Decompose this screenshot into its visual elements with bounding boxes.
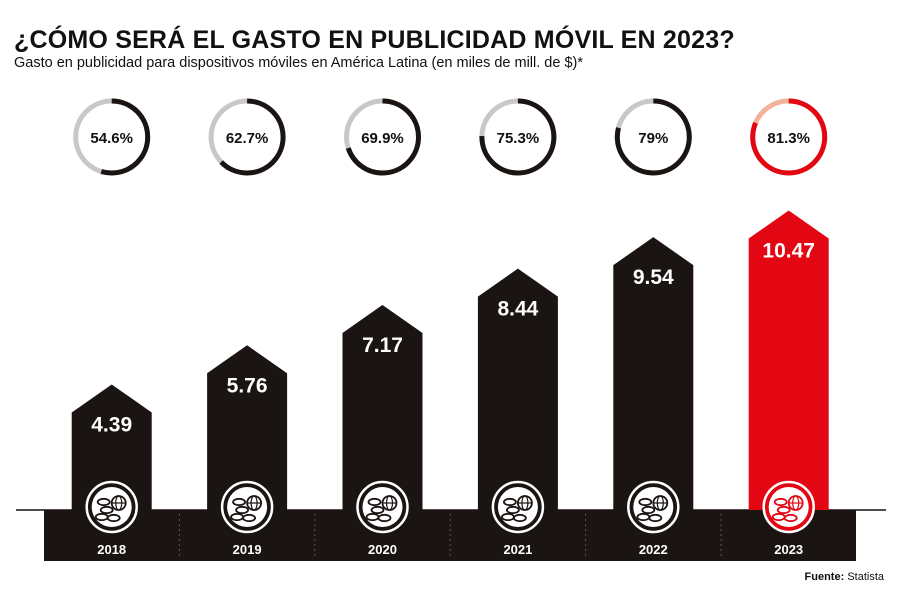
coin-shape	[232, 497, 247, 507]
coin-shape	[513, 513, 527, 523]
share-ring-progress	[479, 98, 557, 176]
coin-shape	[773, 497, 788, 507]
year-label: 2023	[774, 542, 803, 557]
value-label: 7.17	[362, 334, 403, 357]
year-label: 2018	[97, 542, 126, 557]
bar-2022	[613, 237, 694, 510]
year-label: 2022	[639, 542, 668, 557]
source-value: Statista	[847, 571, 884, 583]
share-label: 69.9%	[361, 130, 404, 147]
value-label: 10.47	[762, 240, 815, 263]
share-label: 79%	[638, 130, 668, 147]
bar-2018	[71, 384, 152, 510]
share-ring-progress	[750, 98, 828, 176]
share-label: 81.3%	[767, 130, 810, 147]
year-label: 2020	[368, 542, 397, 557]
coin-shape	[94, 512, 109, 522]
coin-shape	[638, 497, 653, 507]
value-label: 5.76	[227, 374, 268, 397]
coin-shape	[776, 505, 791, 515]
share-ring-progress	[344, 98, 421, 176]
coin-shape	[367, 497, 382, 507]
coin-shape	[771, 512, 786, 522]
share-label: 75.3%	[497, 130, 540, 147]
coin-shape	[235, 505, 250, 515]
coin-shape	[370, 505, 385, 515]
year-label: 2019	[233, 542, 262, 557]
share-label: 54.6%	[90, 130, 133, 147]
coin-shape	[365, 512, 380, 522]
share-label: 62.7%	[226, 130, 269, 147]
coin-shape	[500, 512, 515, 522]
year-label: 2021	[503, 542, 532, 557]
coin-shape	[648, 513, 663, 523]
value-label: 9.54	[633, 266, 674, 289]
coin-shape	[783, 513, 798, 523]
source-note: Fuente: Statista	[805, 571, 884, 583]
coin-shape	[230, 512, 245, 522]
bar-2021	[477, 268, 558, 510]
share-ring-progress	[208, 98, 286, 176]
bar-2023	[748, 210, 829, 511]
coin-shape	[99, 505, 114, 515]
bar-2020	[342, 304, 423, 510]
coin-shape	[242, 513, 257, 523]
chart-title: ¿CÓMO SERÁ EL GASTO EN PUBLICIDAD MÓVIL …	[14, 26, 735, 54]
share-ring-progress	[614, 98, 692, 176]
coin-shape	[641, 505, 656, 515]
bar-2019	[207, 345, 288, 510]
coin-shape	[106, 513, 121, 523]
coin-shape	[96, 497, 111, 507]
chart-subtitle: Gasto en publicidad para dispositivos mó…	[14, 55, 584, 71]
coin-shape	[506, 505, 520, 515]
source-label: Fuente:	[804, 571, 845, 583]
coin-shape	[502, 497, 517, 507]
coin-shape	[377, 513, 392, 523]
value-label: 8.44	[497, 298, 538, 321]
value-label: 4.39	[91, 413, 132, 436]
coin-shape	[636, 512, 651, 522]
share-ring-progress	[73, 98, 151, 176]
